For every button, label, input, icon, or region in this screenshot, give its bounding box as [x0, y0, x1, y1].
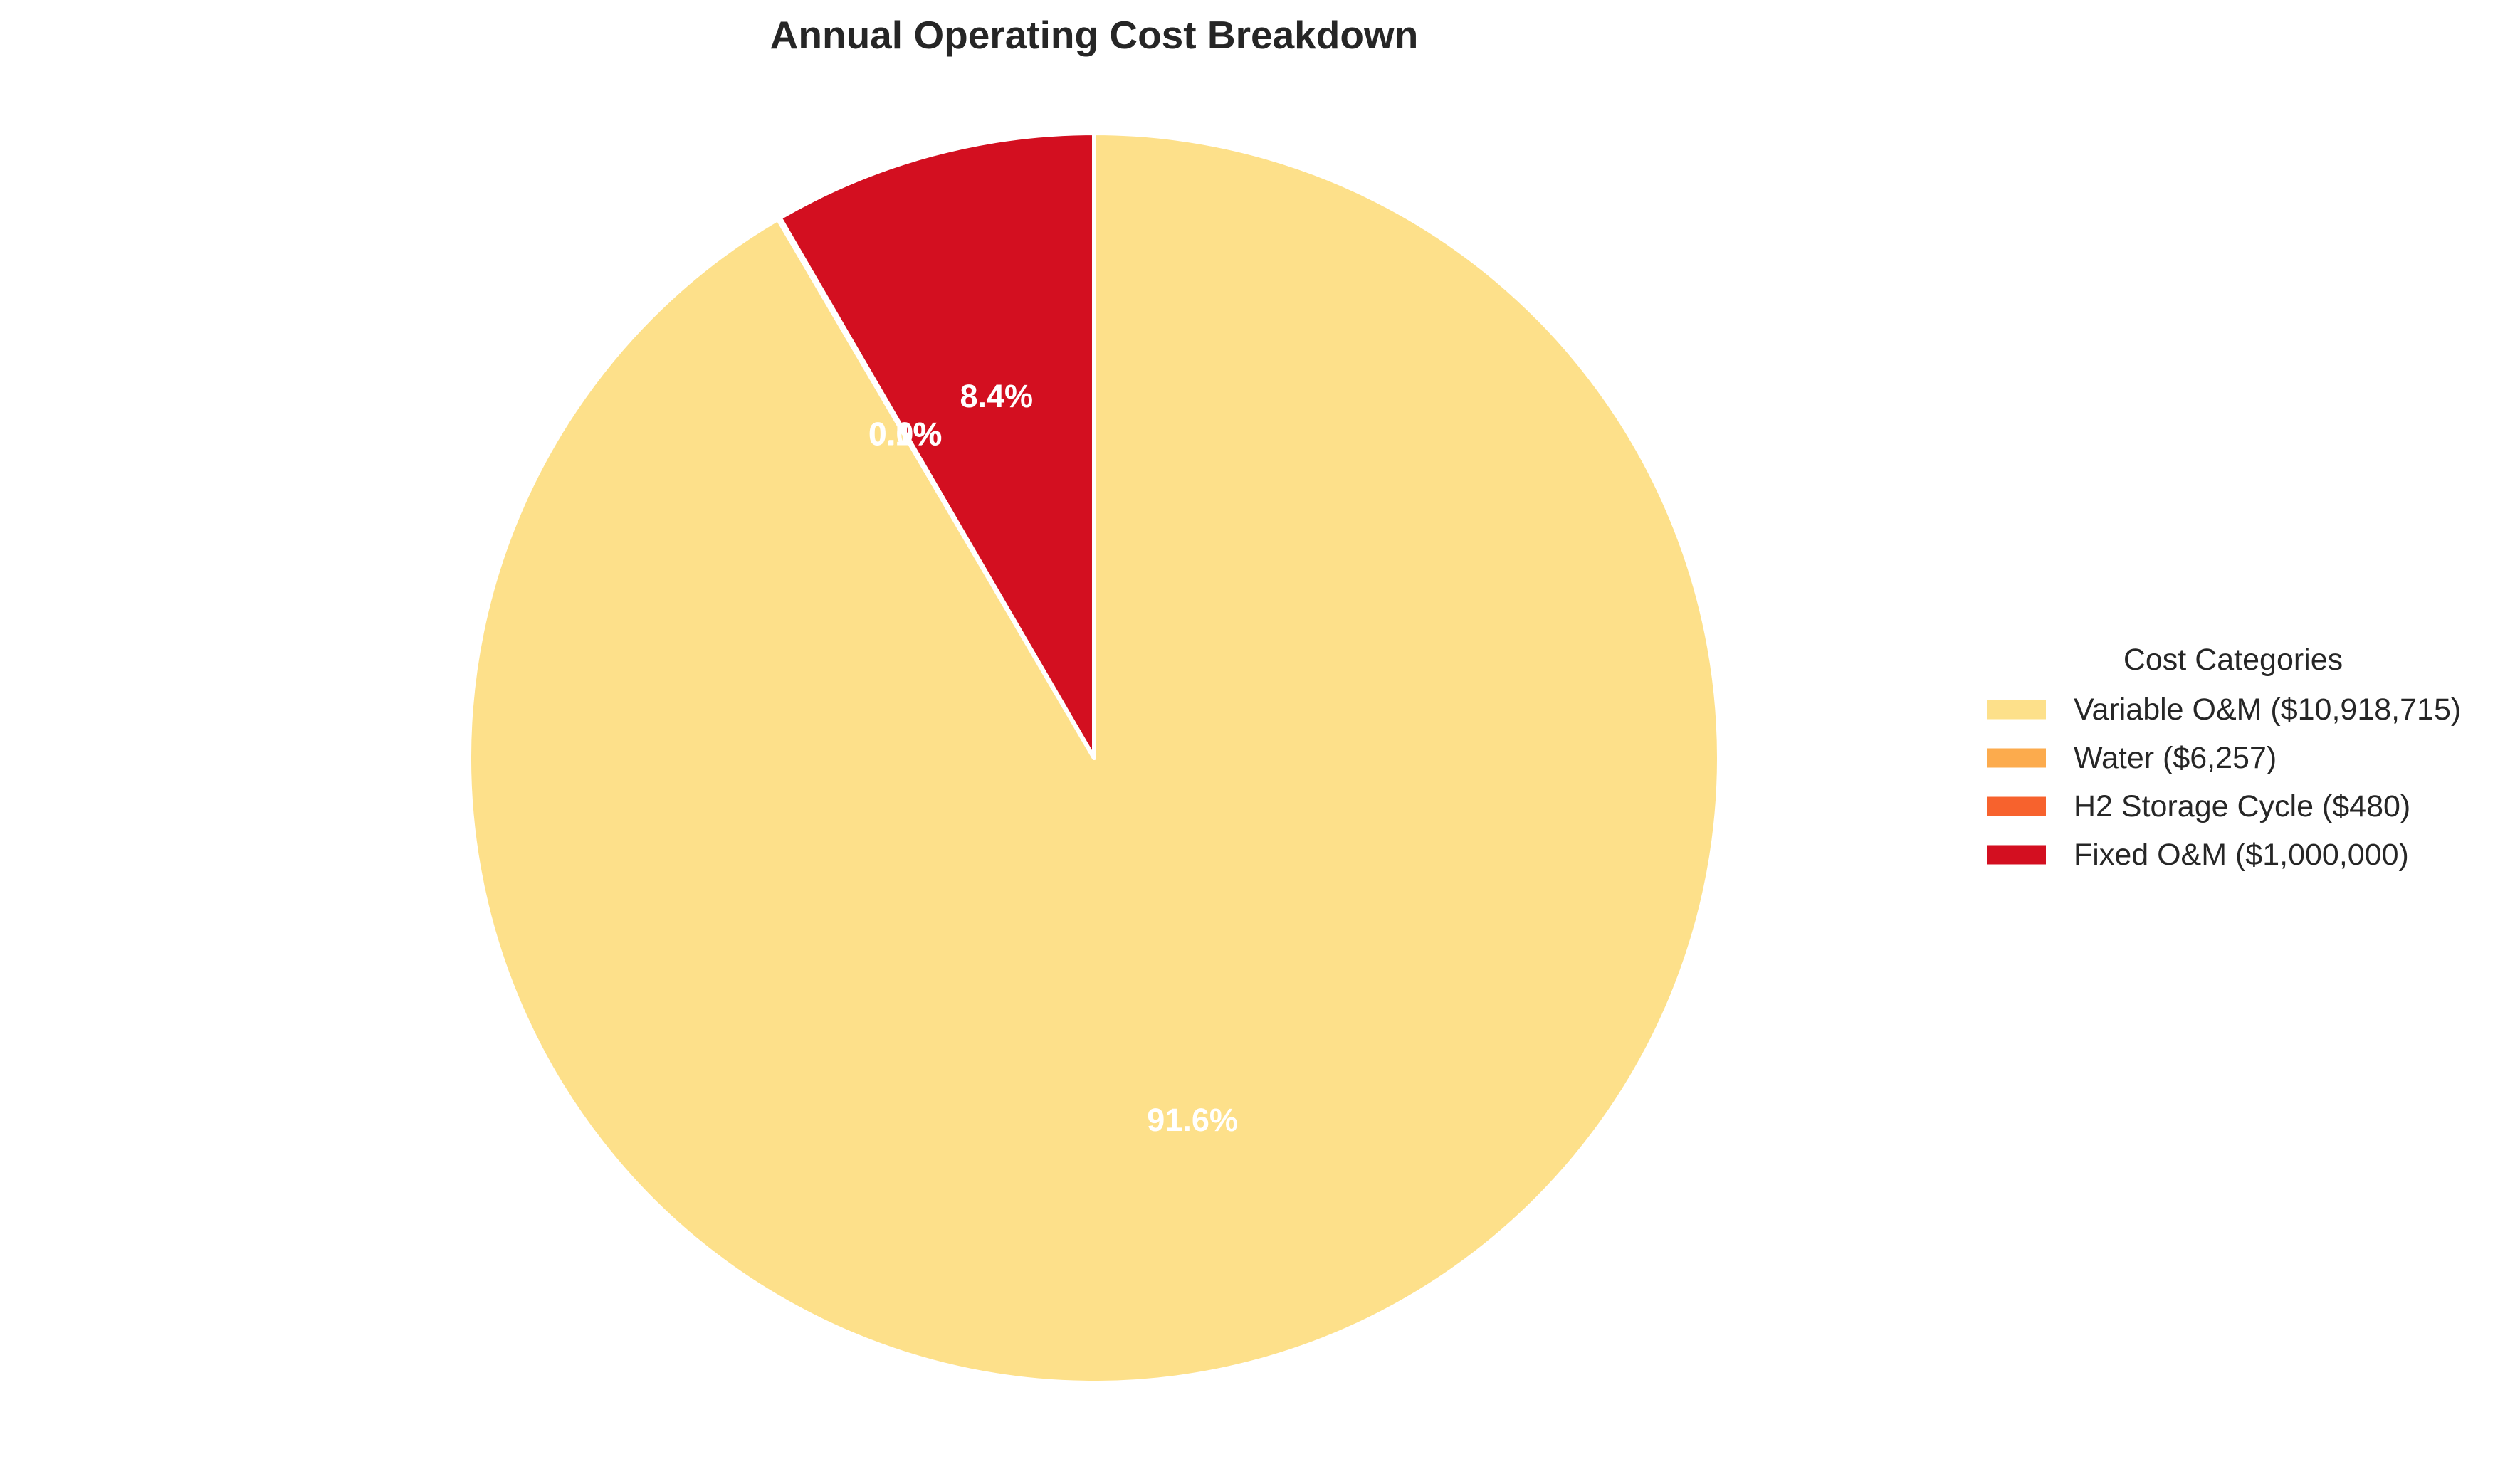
legend-items: Variable O&M ($10,918,715) Water ($6,257)…: [1987, 693, 2461, 872]
legend-label-variable-o-m: Variable O&M ($10,918,715): [2074, 693, 2461, 727]
pct-label-h2-storage-cycle: 0.0%: [869, 416, 943, 452]
pct-label-water: 0.1%: [868, 416, 942, 453]
chart-title: Annual Operating Cost Breakdown: [770, 13, 1419, 57]
legend-swatch-fixed-o-m: [1987, 845, 2046, 865]
pie-slices: [467, 131, 1721, 1385]
legend-swatch-h2-storage-cycle: [1987, 796, 2046, 816]
legend-title: Cost Categories: [2123, 643, 2343, 677]
legend: Cost Categories Variable O&M ($10,918,71…: [1987, 643, 2461, 872]
legend-swatch-variable-o-m: [1987, 700, 2046, 720]
legend-swatch-water: [1987, 748, 2046, 768]
pie-slice-fixed-o-m: [777, 131, 1096, 760]
legend-label-h2-storage-cycle: H2 Storage Cycle ($480): [2074, 789, 2410, 823]
legend-label-fixed-o-m: Fixed O&M ($1,000,000): [2074, 838, 2409, 872]
pct-label-variable-o-m: 91.6%: [1147, 1102, 1238, 1138]
pie-percent-labels: 91.6% 0.1%0.0% 8.4%: [868, 378, 1238, 1138]
pct-label-fixed-o-m: 8.4%: [960, 378, 1034, 414]
legend-label-water: Water ($6,257): [2074, 741, 2277, 775]
